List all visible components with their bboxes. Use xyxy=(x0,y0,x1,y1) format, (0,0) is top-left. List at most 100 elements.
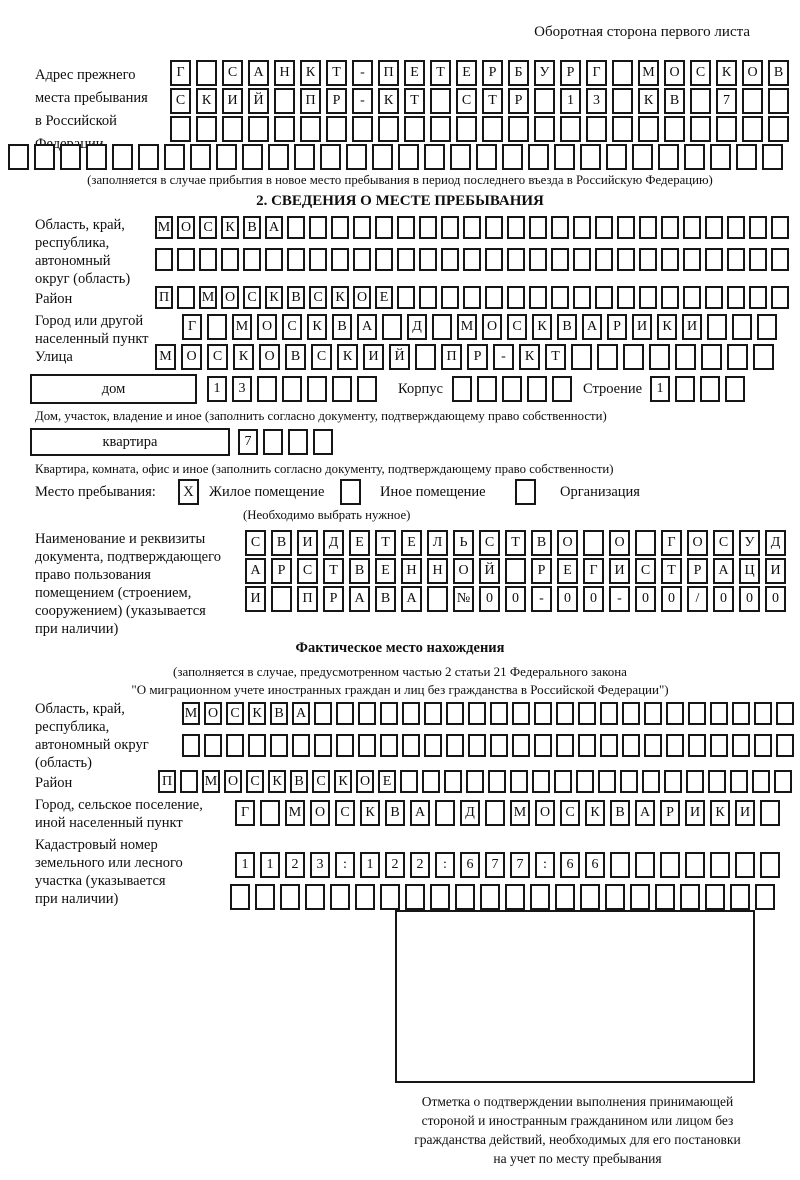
char-cell[interactable]: - xyxy=(609,586,630,612)
char-cell[interactable] xyxy=(534,116,555,142)
char-cell[interactable]: 2 xyxy=(385,852,405,878)
char-cell[interactable] xyxy=(380,702,398,725)
char-cell[interactable] xyxy=(268,144,289,170)
char-cell[interactable] xyxy=(177,248,195,271)
char-cell[interactable] xyxy=(710,702,728,725)
char-cell[interactable]: О xyxy=(742,60,763,86)
char-cell[interactable] xyxy=(595,286,613,309)
char-cell[interactable]: В xyxy=(349,558,370,584)
char-cell[interactable] xyxy=(60,144,81,170)
char-cell[interactable] xyxy=(683,216,701,239)
char-cell[interactable] xyxy=(571,344,592,370)
char-cell[interactable]: В xyxy=(557,314,577,340)
char-cell[interactable]: Р xyxy=(508,88,529,114)
char-cell[interactable] xyxy=(552,376,572,402)
char-cell[interactable] xyxy=(752,770,770,793)
char-cell[interactable] xyxy=(248,116,269,142)
char-cell[interactable] xyxy=(463,286,481,309)
char-cell[interactable]: В xyxy=(290,770,308,793)
char-cell[interactable]: П xyxy=(158,770,176,793)
char-cell[interactable] xyxy=(512,734,530,757)
char-cell[interactable] xyxy=(586,116,607,142)
char-cell[interactable]: Р xyxy=(326,88,347,114)
char-cell[interactable]: С xyxy=(312,770,330,793)
char-cell[interactable]: П xyxy=(378,60,399,86)
char-cell[interactable]: С xyxy=(479,530,500,556)
char-cell[interactable]: К xyxy=(233,344,254,370)
apartment-row[interactable]: 7 xyxy=(238,429,338,455)
char-cell[interactable]: У xyxy=(739,530,760,556)
char-cell[interactable] xyxy=(556,734,574,757)
char-cell[interactable] xyxy=(112,144,133,170)
char-cell[interactable]: А xyxy=(265,216,283,239)
char-cell[interactable] xyxy=(578,734,596,757)
char-cell[interactable] xyxy=(314,734,332,757)
char-cell[interactable] xyxy=(243,248,261,271)
char-cell[interactable]: / xyxy=(687,586,708,612)
char-cell[interactable] xyxy=(468,702,486,725)
char-cell[interactable] xyxy=(226,734,244,757)
char-cell[interactable]: В xyxy=(664,88,685,114)
char-cell[interactable] xyxy=(455,884,475,910)
char-cell[interactable] xyxy=(502,144,523,170)
char-cell[interactable] xyxy=(705,248,723,271)
char-cell[interactable]: В xyxy=(287,286,305,309)
char-cell[interactable] xyxy=(207,314,227,340)
char-cell[interactable]: К xyxy=(268,770,286,793)
char-cell[interactable] xyxy=(307,376,327,402)
char-cell[interactable] xyxy=(617,248,635,271)
char-cell[interactable]: 1 xyxy=(560,88,581,114)
cadastral-row-2[interactable] xyxy=(230,884,780,910)
char-cell[interactable] xyxy=(353,248,371,271)
char-cell[interactable]: В xyxy=(385,800,405,826)
char-cell[interactable] xyxy=(456,116,477,142)
char-cell[interactable] xyxy=(463,248,481,271)
char-cell[interactable] xyxy=(701,344,722,370)
char-cell[interactable] xyxy=(774,770,792,793)
char-cell[interactable] xyxy=(705,286,723,309)
char-cell[interactable] xyxy=(380,884,400,910)
char-cell[interactable] xyxy=(685,852,705,878)
char-cell[interactable]: С xyxy=(635,558,656,584)
char-cell[interactable] xyxy=(606,144,627,170)
char-cell[interactable] xyxy=(771,248,789,271)
char-cell[interactable] xyxy=(551,248,569,271)
char-cell[interactable]: С xyxy=(246,770,264,793)
char-cell[interactable] xyxy=(182,734,200,757)
char-cell[interactable] xyxy=(598,770,616,793)
char-cell[interactable]: М xyxy=(285,800,305,826)
char-cell[interactable]: 7 xyxy=(238,429,258,455)
char-cell[interactable] xyxy=(287,248,305,271)
char-cell[interactable]: К xyxy=(716,60,737,86)
char-cell[interactable]: Е xyxy=(456,60,477,86)
char-cell[interactable] xyxy=(512,702,530,725)
char-cell[interactable] xyxy=(419,248,437,271)
char-cell[interactable]: 7 xyxy=(716,88,737,114)
char-cell[interactable] xyxy=(397,248,415,271)
char-cell[interactable]: К xyxy=(519,344,540,370)
char-cell[interactable] xyxy=(402,734,420,757)
char-cell[interactable] xyxy=(204,734,222,757)
char-cell[interactable]: 2 xyxy=(285,852,305,878)
char-cell[interactable]: 6 xyxy=(560,852,580,878)
char-cell[interactable] xyxy=(658,144,679,170)
char-cell[interactable] xyxy=(372,144,393,170)
char-cell[interactable] xyxy=(595,216,613,239)
char-cell[interactable]: К xyxy=(532,314,552,340)
char-cell[interactable] xyxy=(164,144,185,170)
char-cell[interactable]: К xyxy=(331,286,349,309)
char-cell[interactable] xyxy=(642,770,660,793)
char-cell[interactable] xyxy=(400,770,418,793)
char-cell[interactable]: О xyxy=(181,344,202,370)
char-cell[interactable]: Д xyxy=(765,530,786,556)
char-cell[interactable] xyxy=(675,376,695,402)
char-cell[interactable] xyxy=(287,216,305,239)
char-cell[interactable] xyxy=(441,286,459,309)
char-cell[interactable] xyxy=(617,216,635,239)
char-cell[interactable]: Р xyxy=(482,60,503,86)
char-cell[interactable]: В xyxy=(285,344,306,370)
char-cell[interactable] xyxy=(430,116,451,142)
